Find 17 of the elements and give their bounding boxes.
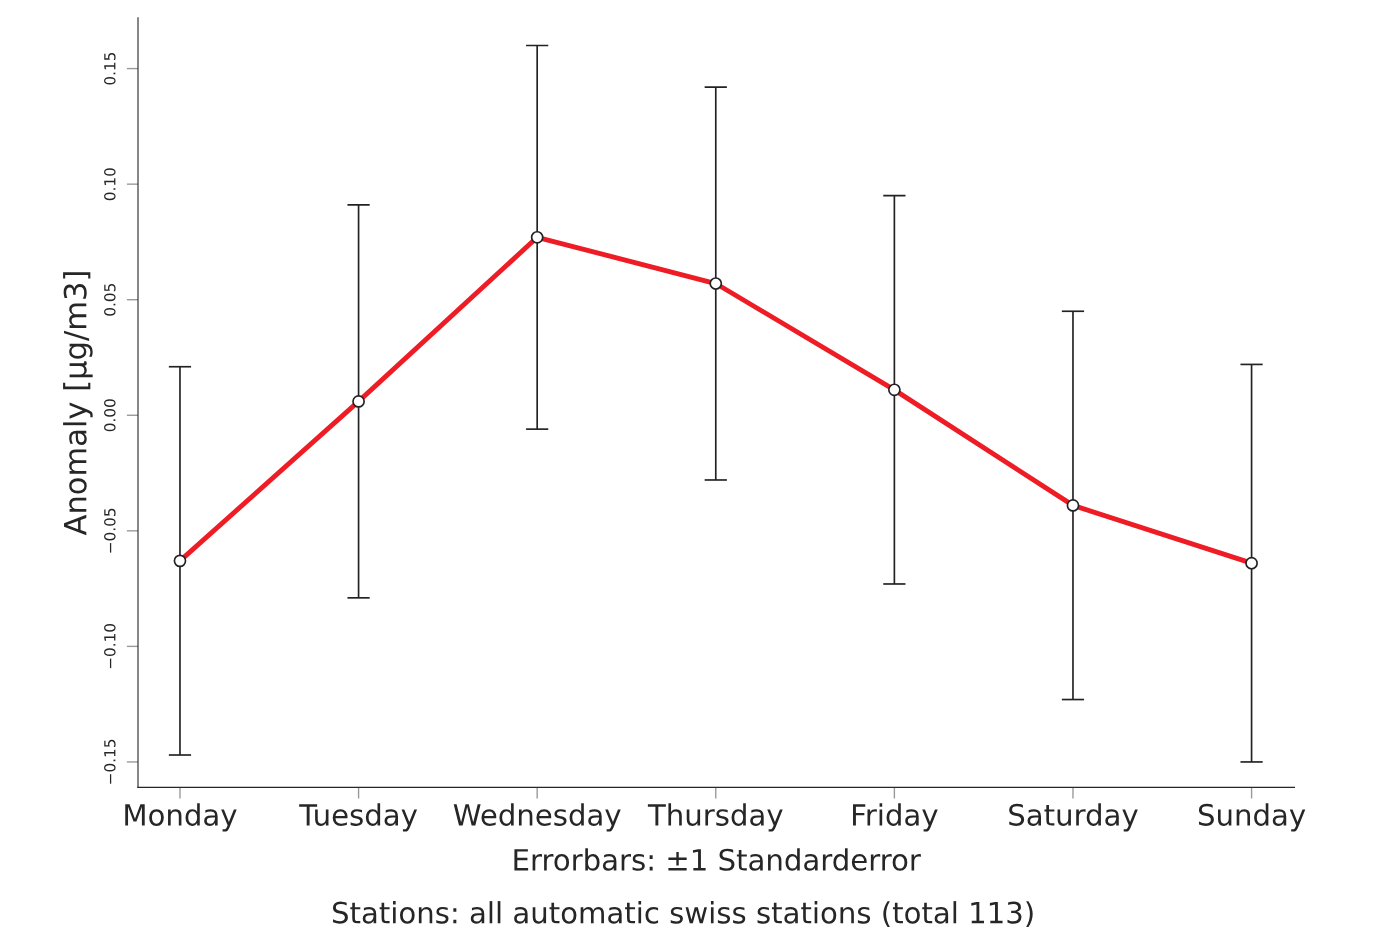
y-tick-label: 0.15	[104, 52, 116, 85]
x-axis-title: Errorbars: ±1 Standarderror	[514, 848, 921, 871]
y-tick-label: −0.15	[104, 739, 116, 784]
y-tick-label: 0.10	[104, 168, 116, 201]
x-tick-label: Thursday	[647, 803, 783, 832]
x-tick-label: Friday	[853, 803, 938, 832]
text: Stations: all automatic swiss stations (total 113)	[332, 901, 1033, 928]
x-tick-label: Wednesday	[453, 803, 621, 832]
x-tick-label: Sunday	[1198, 803, 1306, 832]
y-tick-label: 0.00	[104, 399, 116, 432]
y-tick-label: −0.10	[104, 623, 116, 669]
x-tick-label: Monday	[125, 803, 237, 832]
y-axis-title: Anomaly [µg/m3]	[63, 272, 93, 536]
y-tick-label: 0.05	[104, 284, 116, 316]
x-tick-label: Saturday	[1009, 803, 1138, 832]
x-tick-label: Tuesday	[299, 803, 418, 832]
y-tick-label: −0.05	[104, 508, 116, 553]
